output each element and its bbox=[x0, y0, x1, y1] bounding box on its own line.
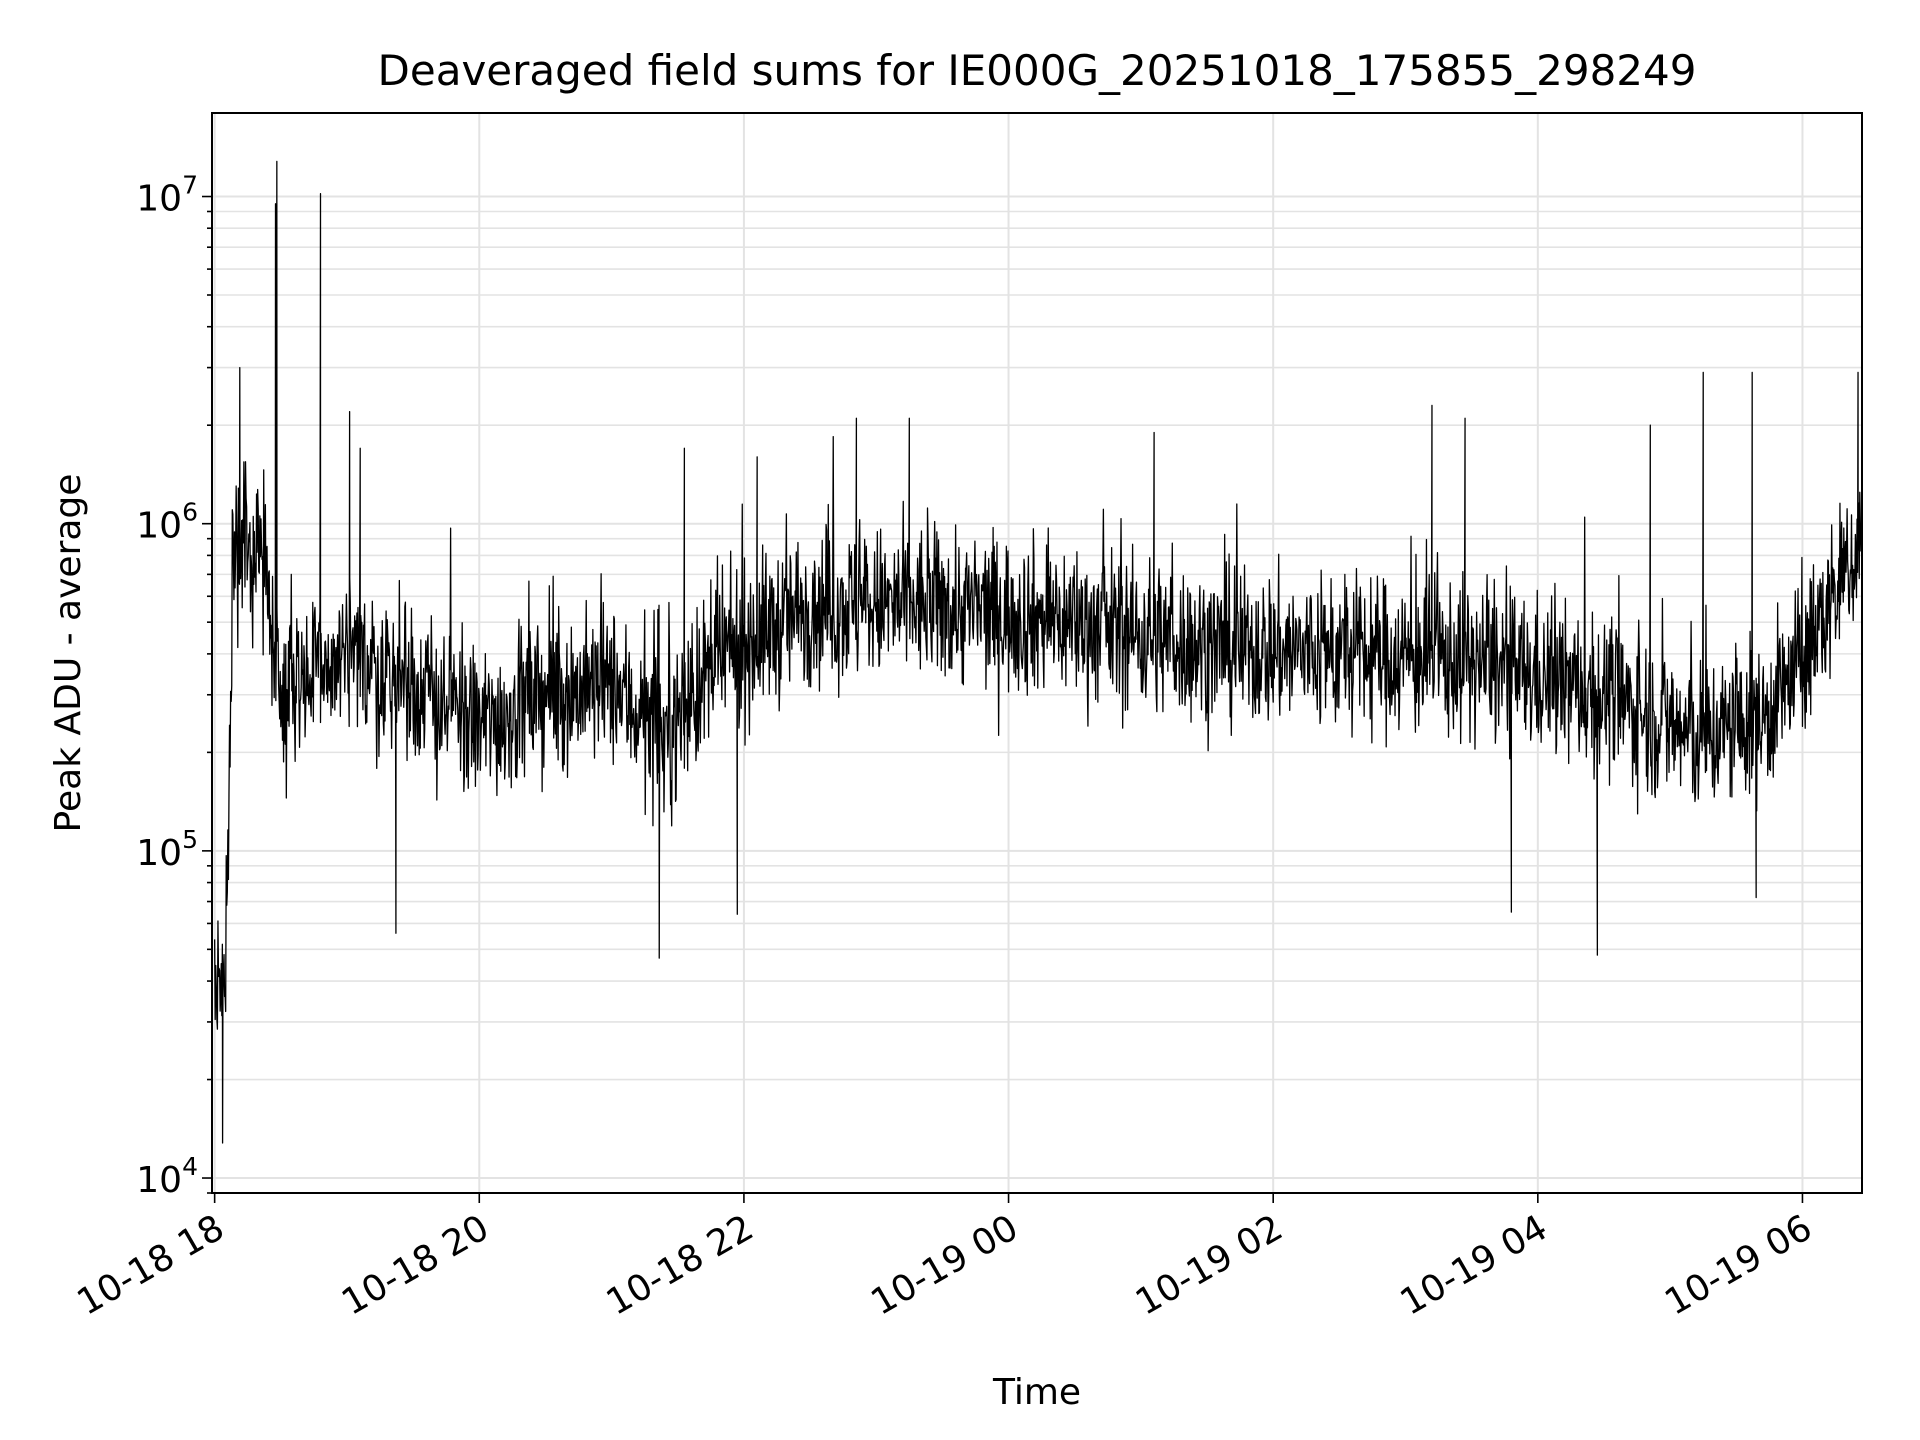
y-tick-exponent: 5 bbox=[182, 825, 198, 854]
y-axis-label: Peak ADU - average bbox=[48, 474, 89, 833]
x-axis-label: Time bbox=[992, 1372, 1081, 1413]
y-tick-base: 10 bbox=[136, 1160, 182, 1201]
chart-title: Deaveraged field sums for IE000G_2025101… bbox=[378, 46, 1697, 95]
y-tick-exponent: 6 bbox=[182, 498, 198, 527]
y-tick-base: 10 bbox=[136, 179, 182, 220]
y-tick-exponent: 7 bbox=[182, 171, 198, 200]
y-tick-base: 10 bbox=[136, 506, 182, 547]
y-tick-label: 106 bbox=[136, 498, 198, 547]
y-tick-label: 105 bbox=[136, 825, 198, 874]
series-path bbox=[214, 160, 1863, 1144]
y-tick-label: 107 bbox=[136, 171, 198, 220]
y-tick-label: 104 bbox=[136, 1152, 198, 1201]
plot-frame bbox=[211, 112, 1863, 1194]
y-tick-exponent: 4 bbox=[182, 1152, 198, 1181]
y-tick-base: 10 bbox=[136, 833, 182, 874]
series-line bbox=[214, 160, 1863, 1144]
